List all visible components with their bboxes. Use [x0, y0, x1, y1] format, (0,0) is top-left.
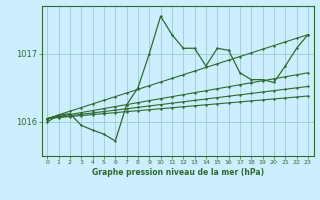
X-axis label: Graphe pression niveau de la mer (hPa): Graphe pression niveau de la mer (hPa) — [92, 168, 264, 177]
